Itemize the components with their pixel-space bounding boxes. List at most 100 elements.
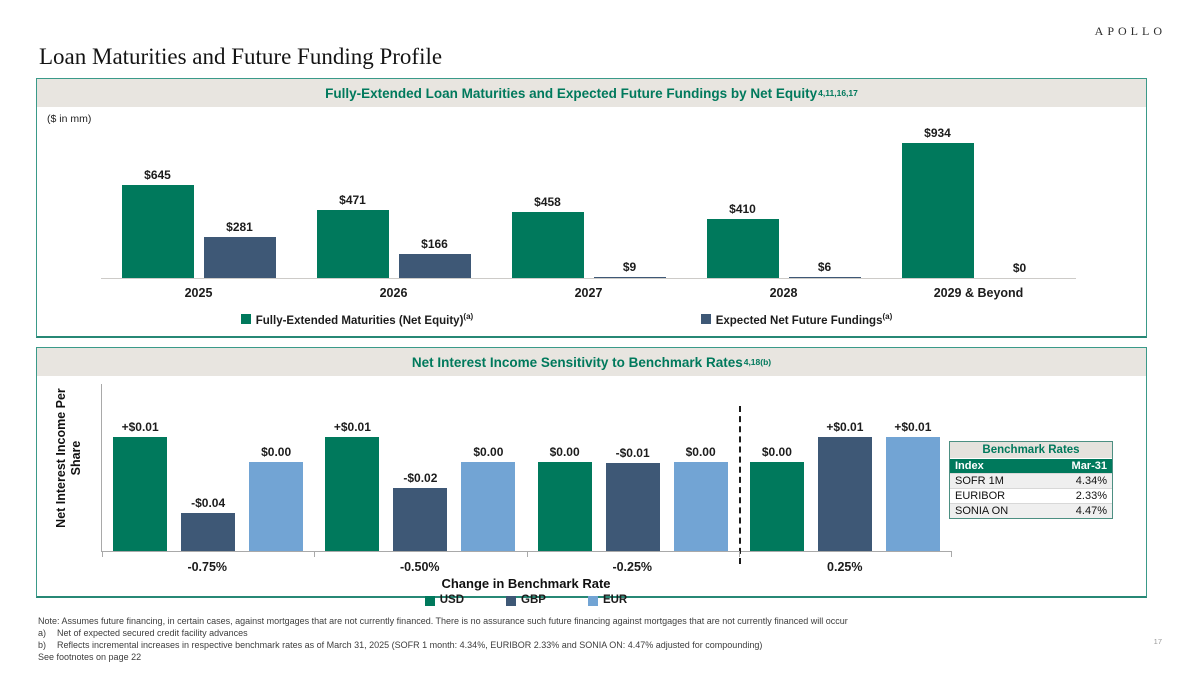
chart2-x-axis-label: Change in Benchmark Rate (441, 576, 611, 591)
chart2-group--0.25%: $0.00 -$0.01 $0.00 (527, 384, 739, 551)
benchmark-table-rows: SOFR 1M 4.34% EURIBOR 2.33% SONIA ON 4.47% (950, 473, 1112, 518)
chart1-bar-value-label: $281 (226, 220, 253, 234)
chart1-units-label: ($ in mm) (47, 113, 92, 125)
chart2-group-0.25%: $0.00 +$0.01 +$0.01 (739, 384, 951, 551)
chart1-bar-column: $645 (121, 168, 194, 278)
chart1-group-2025: $645 $281 (101, 119, 296, 278)
page-number: 17 (1153, 637, 1162, 646)
legend-swatch-icon (424, 596, 435, 606)
chart1-plot-area: $645 $281 $471 $166 $458 $9 $410 $6 $934 $0 (101, 119, 1076, 279)
chart1-category-label: 2025 (184, 286, 213, 300)
chart1-legend-footnote-ref: (a) (882, 312, 893, 321)
chart2-bar-column: $0.00 (249, 445, 304, 551)
benchmark-index-name: EURIBOR (955, 490, 1006, 502)
nii-sensitivity-panel: Net Interest Income Sensitivity to Bench… (36, 347, 1147, 606)
chart2-title: Net Interest Income Sensitivity to Bench… (411, 354, 743, 370)
chart1-group-2027: $458 $9 (491, 119, 686, 278)
apollo-logo: APOLLO (1094, 24, 1166, 38)
chart1-legend-label: Expected Net Future Fundings(a) (715, 312, 893, 327)
chart2-plot-area: +$0.01 -$0.04 $0.00 +$0.01 -$0.02 $0.00 $0.00 -… (101, 384, 952, 564)
chart1-bar-value-label: $0 (1012, 261, 1027, 275)
chart2-category-label: -0.75% (187, 560, 228, 574)
chart1-legend-item: Expected Net Future Fundings(a) (700, 312, 893, 327)
chart1-bar-value-label: $6 (817, 260, 832, 274)
chart1-title-footnote-refs: 4,11,16,17 (818, 88, 858, 98)
chart2-bar-eur (249, 462, 304, 551)
footnote-note: Note: Assumes future financing, in certa… (38, 616, 848, 626)
footnote-see-reference: See footnotes on page 22 (38, 652, 142, 662)
chart2-bar-gbp (817, 437, 872, 551)
chart2-bar-gbp (181, 513, 236, 551)
chart2-group--0.50%: +$0.01 -$0.02 $0.00 (314, 384, 526, 551)
chart1-group-2026: $471 $166 (296, 119, 491, 278)
chart2-bar-usd (749, 462, 804, 551)
chart2-bar-usd (537, 462, 592, 551)
chart2-legend: USD GBP EUR (101, 591, 951, 606)
chart1-category-axis: 2025 2026 2027 2028 2029 & Beyond (101, 279, 1076, 300)
footnote-a-marker: a) (38, 628, 47, 638)
chart1-bar-column: $458 (511, 195, 584, 278)
chart1-bar-fully-extended-maturities-net-equity- (901, 143, 974, 278)
legend-swatch-icon (700, 314, 711, 324)
chart1-bar-column: $934 (901, 126, 974, 278)
chart2-bar-column: -$0.01 (605, 446, 660, 551)
benchmark-rates-table: Benchmark Rates Index Mar-31 SOFR 1M 4.34… (949, 441, 1113, 519)
benchmark-col-index: Index (955, 460, 984, 472)
footnote-b: b) Reflects incremental increases in res… (38, 639, 1098, 651)
chart1-bar-value-label: $645 (144, 168, 171, 182)
chart1-bar-fully-extended-maturities-net-equity- (511, 212, 584, 278)
chart2-bar-value-label: +$0.01 (826, 420, 864, 434)
benchmark-rate-value: 2.33% (1075, 490, 1107, 502)
chart1-bar-value-label: $410 (729, 202, 756, 216)
chart2-bar-value-label: $0.00 (549, 445, 580, 459)
chart2-bar-column: -$0.04 (181, 496, 236, 551)
benchmark-table-row: EURIBOR 2.33% (950, 488, 1112, 503)
legend-swatch-icon (240, 314, 251, 324)
chart1-legend-footnote-ref: (a) (463, 312, 474, 321)
chart1-legend-label: Fully-Extended Maturities (Net Equity)(a… (255, 312, 474, 327)
chart2-axis-tick (738, 551, 740, 557)
chart2-axis-tick (102, 551, 103, 557)
chart1-bar-value-label: $166 (421, 237, 448, 251)
footnote-b-text: Reflects incremental increases in respec… (57, 640, 763, 650)
chart2-bar-column: +$0.01 (817, 420, 872, 551)
chart1-category-label: 2029 & Beyond (933, 286, 1024, 300)
benchmark-index-name: SOFR 1M (955, 475, 1004, 487)
chart2-bar-eur (673, 462, 728, 551)
chart1-bar-fully-extended-maturities-net-equity- (121, 185, 194, 278)
chart2-bar-value-label: -$0.04 (191, 496, 226, 510)
chart2-bar-column: $0.00 (749, 445, 804, 551)
chart2-bar-column: $0.00 (461, 445, 516, 551)
chart2-axis-tick (951, 551, 952, 557)
chart2-category-label: -0.50% (399, 560, 440, 574)
chart1-category-label: 2027 (574, 286, 603, 300)
chart2-bar-gbp (393, 488, 448, 551)
chart1-bar-value-label: $471 (339, 193, 366, 207)
benchmark-index-name: SONIA ON (955, 505, 1009, 517)
chart2-axis-tick (526, 551, 528, 557)
chart2-bar-column: +$0.01 (113, 420, 168, 551)
benchmark-table-title: Benchmark Rates (950, 442, 1112, 459)
chart2-category-label: 0.25% (827, 560, 863, 574)
chart1-category-label: 2028 (769, 286, 798, 300)
chart1-legend-item: Fully-Extended Maturities (Net Equity)(a… (240, 312, 474, 327)
chart2-body: +$0.01 -$0.04 $0.00 +$0.01 -$0.02 $0.00 $0.00 -… (101, 384, 952, 606)
chart2-bar-value-label: +$0.01 (894, 420, 932, 434)
chart2-bar-value-label: $0.00 (261, 445, 292, 459)
chart1-bar-column: $9 (593, 260, 666, 278)
chart2-legend-item: EUR (587, 594, 627, 606)
chart1-bar-expected-net-future-fundings (593, 277, 666, 278)
chart1-bar-value-label: $9 (622, 260, 637, 274)
legend-swatch-icon (587, 596, 598, 606)
chart2-bar-column: +$0.01 (325, 420, 380, 551)
chart1-category-label: 2026 (379, 286, 408, 300)
footnote-a-text: Net of expected secured credit facility … (57, 628, 248, 638)
footnote-a: a) Net of expected secured credit facili… (38, 627, 1098, 639)
chart2-group--0.75%: +$0.01 -$0.04 $0.00 (102, 384, 314, 551)
chart2-bar-value-label: $0.00 (761, 445, 792, 459)
chart1-group-2028: $410 $6 (686, 119, 881, 278)
chart1-group-2029 & Beyond: $934 $0 (881, 119, 1076, 278)
chart2-bar-eur (885, 437, 940, 551)
chart1-legend: Fully-Extended Maturities (Net Equity)(a… (37, 300, 1146, 327)
chart2-bar-value-label: -$0.02 (403, 471, 438, 485)
